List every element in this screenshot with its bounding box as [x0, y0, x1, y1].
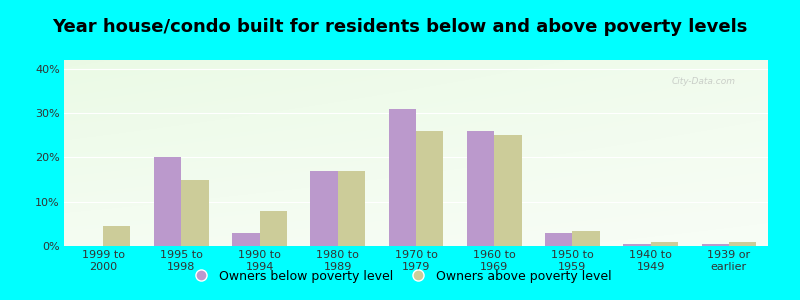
Bar [702, 244, 729, 246]
Bar [338, 171, 365, 246]
Bar [103, 226, 130, 246]
Bar [545, 233, 573, 246]
Bar [154, 158, 182, 246]
Bar [494, 135, 522, 246]
Text: City-Data.com: City-Data.com [672, 77, 736, 86]
Bar [389, 109, 416, 246]
Bar [232, 233, 259, 246]
Bar [650, 242, 678, 246]
Bar [310, 171, 338, 246]
Bar [573, 230, 600, 246]
Bar [416, 131, 443, 246]
Bar [259, 211, 287, 246]
Bar [467, 131, 494, 246]
Bar [729, 242, 756, 246]
Bar [182, 180, 209, 246]
Text: Year house/condo built for residents below and above poverty levels: Year house/condo built for residents bel… [52, 18, 748, 36]
Legend: Owners below poverty level, Owners above poverty level: Owners below poverty level, Owners above… [184, 265, 616, 288]
Bar [623, 244, 650, 246]
